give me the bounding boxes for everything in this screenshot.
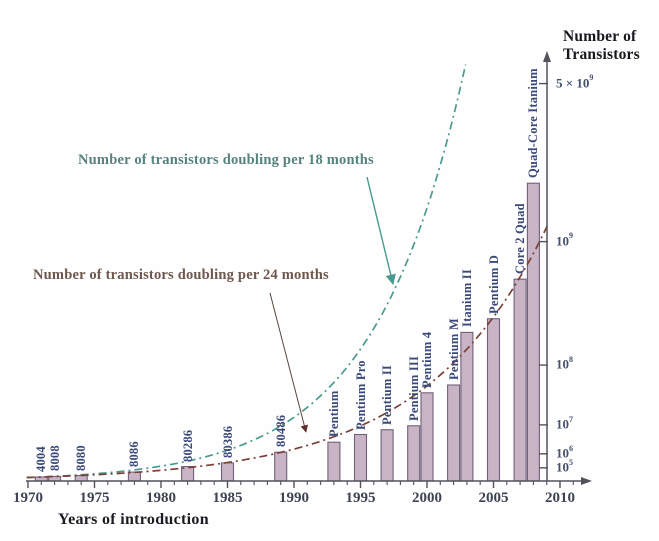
bar-80386 — [220, 462, 235, 482]
bar-label-80486: 80486 — [273, 414, 288, 448]
x-tick-label-1970: 1970 — [13, 490, 43, 506]
bar-Pentium M — [447, 384, 461, 482]
bar-Pentium III — [407, 425, 421, 482]
bar-Pentium II — [380, 429, 394, 482]
bar-Itanium II — [460, 331, 474, 482]
bar-label-8008: 8008 — [47, 445, 62, 472]
bar-label-Pentium II: Pentium II — [380, 364, 395, 425]
exponent: 7 — [569, 414, 574, 424]
bar-label-Pentium: Pentium — [326, 390, 341, 438]
x-tick-label-2005: 2005 — [478, 490, 509, 506]
annotation-arrow-24 — [269, 292, 308, 433]
x-tick-label-1985: 1985 — [212, 490, 243, 506]
curve-doubling_18 — [26, 64, 467, 479]
exponent: 9 — [569, 231, 574, 241]
bar-Pentium Pro — [353, 433, 368, 482]
bar-Pentium D — [486, 318, 501, 482]
y-tick-label-10e5: 105 — [556, 457, 574, 475]
bar-8080 — [74, 475, 88, 482]
y-tick-label-10e6: 106 — [556, 443, 574, 461]
bar-label-4004: 4004 — [34, 446, 49, 472]
exponent: 9 — [589, 73, 594, 83]
bar-label-Pentium M: Pentium M — [446, 318, 461, 380]
bar-label-80286: 80286 — [180, 429, 195, 462]
y-tick-label-10e7: 107 — [556, 414, 574, 432]
y-axis-title-line1: Number of — [563, 28, 637, 45]
bar-label-80386: 80386 — [220, 425, 235, 458]
bar-label-Quad-Core Itanium: Quad-Core Itanium — [526, 68, 541, 179]
exponent: 8 — [569, 354, 574, 364]
x-tick-label-2000: 2000 — [412, 490, 442, 506]
bar-label-Pentium Pro: Pentium Pro — [353, 359, 368, 430]
bar-label-Core 2 Quad: Core 2 Quad — [513, 203, 528, 275]
y-tick-label-10e9: 109 — [556, 231, 574, 248]
x-tick-label-1990: 1990 — [279, 490, 309, 506]
annotation-doubling-18-months: Number of transistors doubling per 18 mo… — [78, 152, 374, 168]
exponent: 5 — [569, 457, 574, 467]
x-tick-label-2010: 2010 — [545, 490, 575, 506]
y-axis-title-line2: Transistors — [563, 46, 640, 63]
bar-label-Itanium II: Itanium II — [459, 269, 474, 328]
bar-label-8086: 8086 — [127, 441, 142, 468]
annotation-doubling-24-months: Number of transistors doubling per 24 mo… — [33, 267, 329, 283]
annotation-arrow-18 — [366, 176, 396, 286]
bar-label-Pentium 4: Pentium 4 — [420, 331, 434, 388]
x-tick-label-1975: 1975 — [79, 490, 110, 506]
bar-Core 2 Quad — [513, 278, 527, 482]
bar-label-Pentium III: Pentium III — [406, 355, 421, 421]
bar-Pentium 4 — [420, 392, 434, 482]
x-axis-arrow-icon — [581, 477, 592, 485]
x-tick-label-1980: 1980 — [146, 490, 176, 506]
bar-label-Pentium D: Pentium D — [486, 254, 501, 314]
y-tick-label-5x10e9: 5 × 109 — [556, 73, 594, 90]
x-tick-label-1995: 1995 — [345, 490, 376, 506]
y-axis-arrow-icon — [543, 51, 551, 62]
bar-Pentium — [327, 441, 341, 482]
bar-80486 — [274, 451, 288, 482]
y-tick-label-10e8: 108 — [556, 354, 574, 372]
exponent: 6 — [569, 443, 574, 453]
bar-label-8080: 8080 — [74, 444, 89, 471]
x-axis-title: Years of introduction — [58, 511, 209, 528]
bar-Quad-Core Itanium — [526, 182, 540, 482]
